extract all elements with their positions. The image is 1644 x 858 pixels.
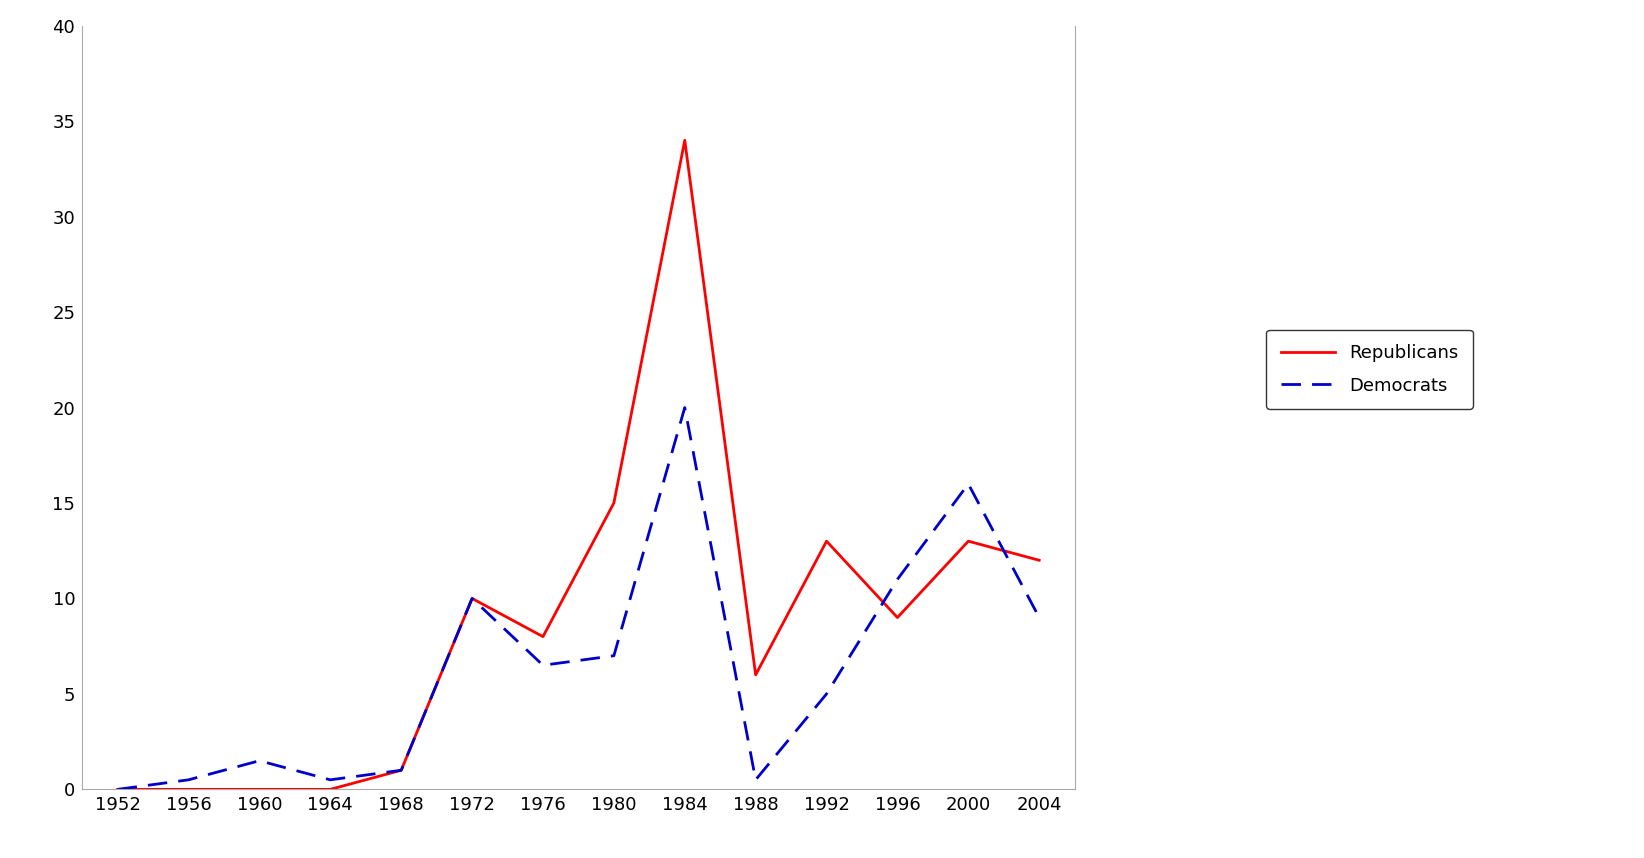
Democrats (533, 660, 552, 670)
Democrats (603, 650, 623, 661)
Democrats (817, 689, 837, 699)
Republicans (179, 784, 199, 795)
Democrats (462, 594, 482, 604)
Republicans (676, 135, 695, 145)
Legend: Republicans, Democrats: Republicans, Democrats (1266, 329, 1473, 409)
Line: Democrats: Democrats (118, 408, 1039, 789)
Republicans (746, 669, 766, 680)
Republicans (533, 631, 552, 642)
Democrats (391, 765, 411, 776)
Republicans (250, 784, 270, 795)
Republicans (109, 784, 128, 795)
Republicans (321, 784, 340, 795)
Republicans (888, 613, 907, 623)
Line: Republicans: Republicans (118, 140, 1039, 789)
Democrats (888, 574, 907, 584)
Republicans (391, 765, 411, 776)
Democrats (109, 784, 128, 795)
Democrats (676, 402, 695, 413)
Democrats (321, 775, 340, 785)
Democrats (746, 775, 766, 785)
Democrats (958, 479, 978, 489)
Democrats (1029, 613, 1049, 623)
Democrats (179, 775, 199, 785)
Democrats (250, 756, 270, 766)
Republicans (817, 536, 837, 547)
Republicans (603, 498, 623, 508)
Republicans (958, 536, 978, 547)
Republicans (1029, 555, 1049, 565)
Republicans (462, 594, 482, 604)
